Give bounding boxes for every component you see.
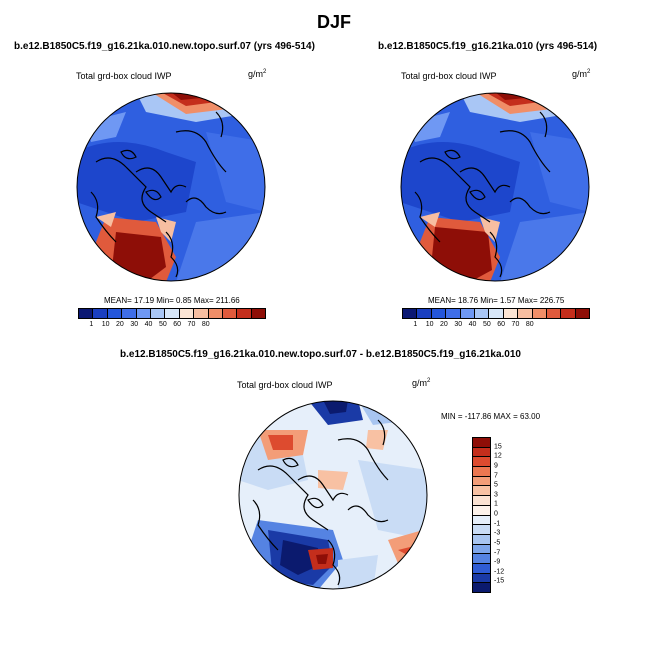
colorbar-swatch: [503, 309, 519, 318]
colorbar-swatch: [136, 309, 151, 318]
colorbar-tick-label: -9: [494, 558, 501, 566]
colorbar-swatch: [518, 309, 533, 318]
colorbar-tick-label: 10: [425, 321, 434, 328]
panel-2-stats: MEAN= 18.76 Min= 1.57 Max= 226.75: [428, 296, 565, 305]
colorbar-tick-label: 40: [468, 321, 477, 328]
colorbar-tick-label: -12: [494, 568, 505, 576]
colorbar-swatch: [546, 309, 562, 318]
colorbar-swatch: [473, 534, 490, 545]
panel-1-colorbar-labels: 1 10 20 30 40 50 60 70 80: [78, 321, 266, 331]
colorbar-tick-label: -7: [494, 549, 501, 556]
panel-2-title: b.e12.B1850C5.f19_g16.21ka.010 (yrs 496-…: [378, 41, 598, 52]
colorbar-tick-label: 30: [454, 321, 463, 328]
panel-2-variable: Total grd-box cloud IWP: [401, 71, 497, 81]
colorbar-tick-label: 1: [413, 321, 418, 328]
panel-1-stats: MEAN= 17.19 Min= 0.85 Max= 211.66: [104, 296, 240, 305]
colorbar-tick-label: 20: [440, 321, 448, 328]
colorbar-tick-label: 10: [101, 321, 110, 328]
diff-panel-variable: Total grd-box cloud IWP: [237, 380, 333, 390]
colorbar-swatch: [473, 563, 490, 574]
colorbar-swatch: [460, 309, 475, 318]
colorbar-swatch: [473, 505, 490, 516]
diff-colorbar: [472, 437, 491, 593]
colorbar-tick-label: -1: [494, 520, 501, 528]
colorbar-tick-label: 0: [494, 510, 498, 518]
colorbar-tick-label: 30: [130, 321, 139, 328]
colorbar-swatch: [222, 309, 238, 318]
colorbar-swatch: [473, 476, 490, 487]
colorbar-tick-label: -3: [494, 529, 501, 537]
colorbar-tick-label: 1: [494, 500, 498, 508]
panel-2-map: [400, 92, 590, 282]
colorbar-swatch: [473, 544, 490, 555]
panel-2-units: g/m2: [572, 69, 591, 79]
colorbar-swatch: [473, 583, 490, 592]
colorbar-swatch: [208, 309, 223, 318]
colorbar-tick-label: 50: [158, 321, 167, 328]
figure-title: DJF: [316, 12, 351, 32]
colorbar-tick-label: 15: [494, 443, 502, 451]
colorbar-tick-label: 70: [187, 321, 196, 328]
colorbar-tick-label: 60: [173, 321, 182, 328]
colorbar-swatch: [431, 309, 447, 318]
colorbar-swatch: [473, 525, 490, 535]
colorbar-swatch: [237, 309, 252, 318]
diff-colorbar-labels: 15 12 9 7 5 3 1 0 -1 -3 -5 -7 -9 -12 -15: [494, 437, 518, 593]
colorbar-swatch: [403, 309, 418, 318]
colorbar-swatch: [575, 309, 590, 318]
colorbar-swatch: [532, 309, 547, 318]
diff-panel-stats: MIN = -117.86 MAX = 63.00: [441, 412, 541, 421]
colorbar-swatch: [474, 309, 490, 318]
colorbar-swatch: [473, 457, 490, 468]
colorbar-swatch: [473, 496, 490, 506]
colorbar-tick-label: 70: [511, 321, 520, 328]
panel-1-map: [76, 92, 266, 282]
colorbar-swatch: [122, 309, 137, 318]
colorbar-swatch: [489, 309, 504, 318]
colorbar-tick-label: 3: [494, 491, 498, 499]
colorbar-swatch: [179, 309, 195, 318]
colorbar-swatch: [473, 515, 490, 526]
colorbar-swatch: [251, 309, 266, 318]
colorbar-swatch: [194, 309, 209, 318]
colorbar-tick-label: 1: [89, 321, 94, 328]
colorbar-tick-label: 7: [494, 472, 498, 479]
colorbar-swatch: [473, 438, 490, 448]
diff-panel-units: g/m2: [412, 378, 431, 388]
colorbar-swatch: [473, 554, 490, 564]
colorbar-tick-label: 50: [482, 321, 491, 328]
panel-1-colorbar: [78, 308, 266, 319]
colorbar-tick-label: 5: [494, 481, 498, 489]
diff-panel-map: [238, 400, 428, 590]
colorbar-tick-label: 12: [494, 452, 502, 460]
panel-2-colorbar-labels: 1 10 20 30 40 50 60 70 80: [402, 321, 590, 331]
colorbar-tick-label: 20: [116, 321, 124, 328]
colorbar-swatch: [473, 447, 490, 458]
colorbar-tick-label: 9: [494, 462, 498, 470]
colorbar-swatch: [446, 309, 461, 318]
colorbar-swatch: [79, 309, 94, 318]
panel-2-colorbar: [402, 308, 590, 319]
colorbar-tick-label: 60: [497, 321, 506, 328]
colorbar-swatch: [473, 573, 490, 584]
colorbar-swatch: [107, 309, 123, 318]
colorbar-swatch: [93, 309, 108, 318]
colorbar-tick-label: 40: [144, 321, 153, 328]
panel-1-units: g/m2: [248, 69, 267, 79]
colorbar-swatch: [165, 309, 180, 318]
colorbar-swatch: [473, 486, 490, 497]
colorbar-tick-label: 80: [201, 321, 210, 328]
colorbar-tick-label: -15: [494, 577, 505, 585]
panel-1-variable: Total grd-box cloud IWP: [76, 71, 172, 81]
diff-panel-title: b.e12.B1850C5.f19_g16.21ka.010.new.topo.…: [120, 349, 521, 360]
colorbar-swatch: [417, 309, 432, 318]
colorbar-swatch: [150, 309, 166, 318]
colorbar-tick-label: 80: [525, 321, 534, 328]
panel-1-title: b.e12.B1850C5.f19_g16.21ka.010.new.topo.…: [14, 41, 315, 52]
colorbar-tick-label: -5: [494, 539, 501, 547]
colorbar-swatch: [561, 309, 576, 318]
colorbar-swatch: [473, 467, 490, 477]
